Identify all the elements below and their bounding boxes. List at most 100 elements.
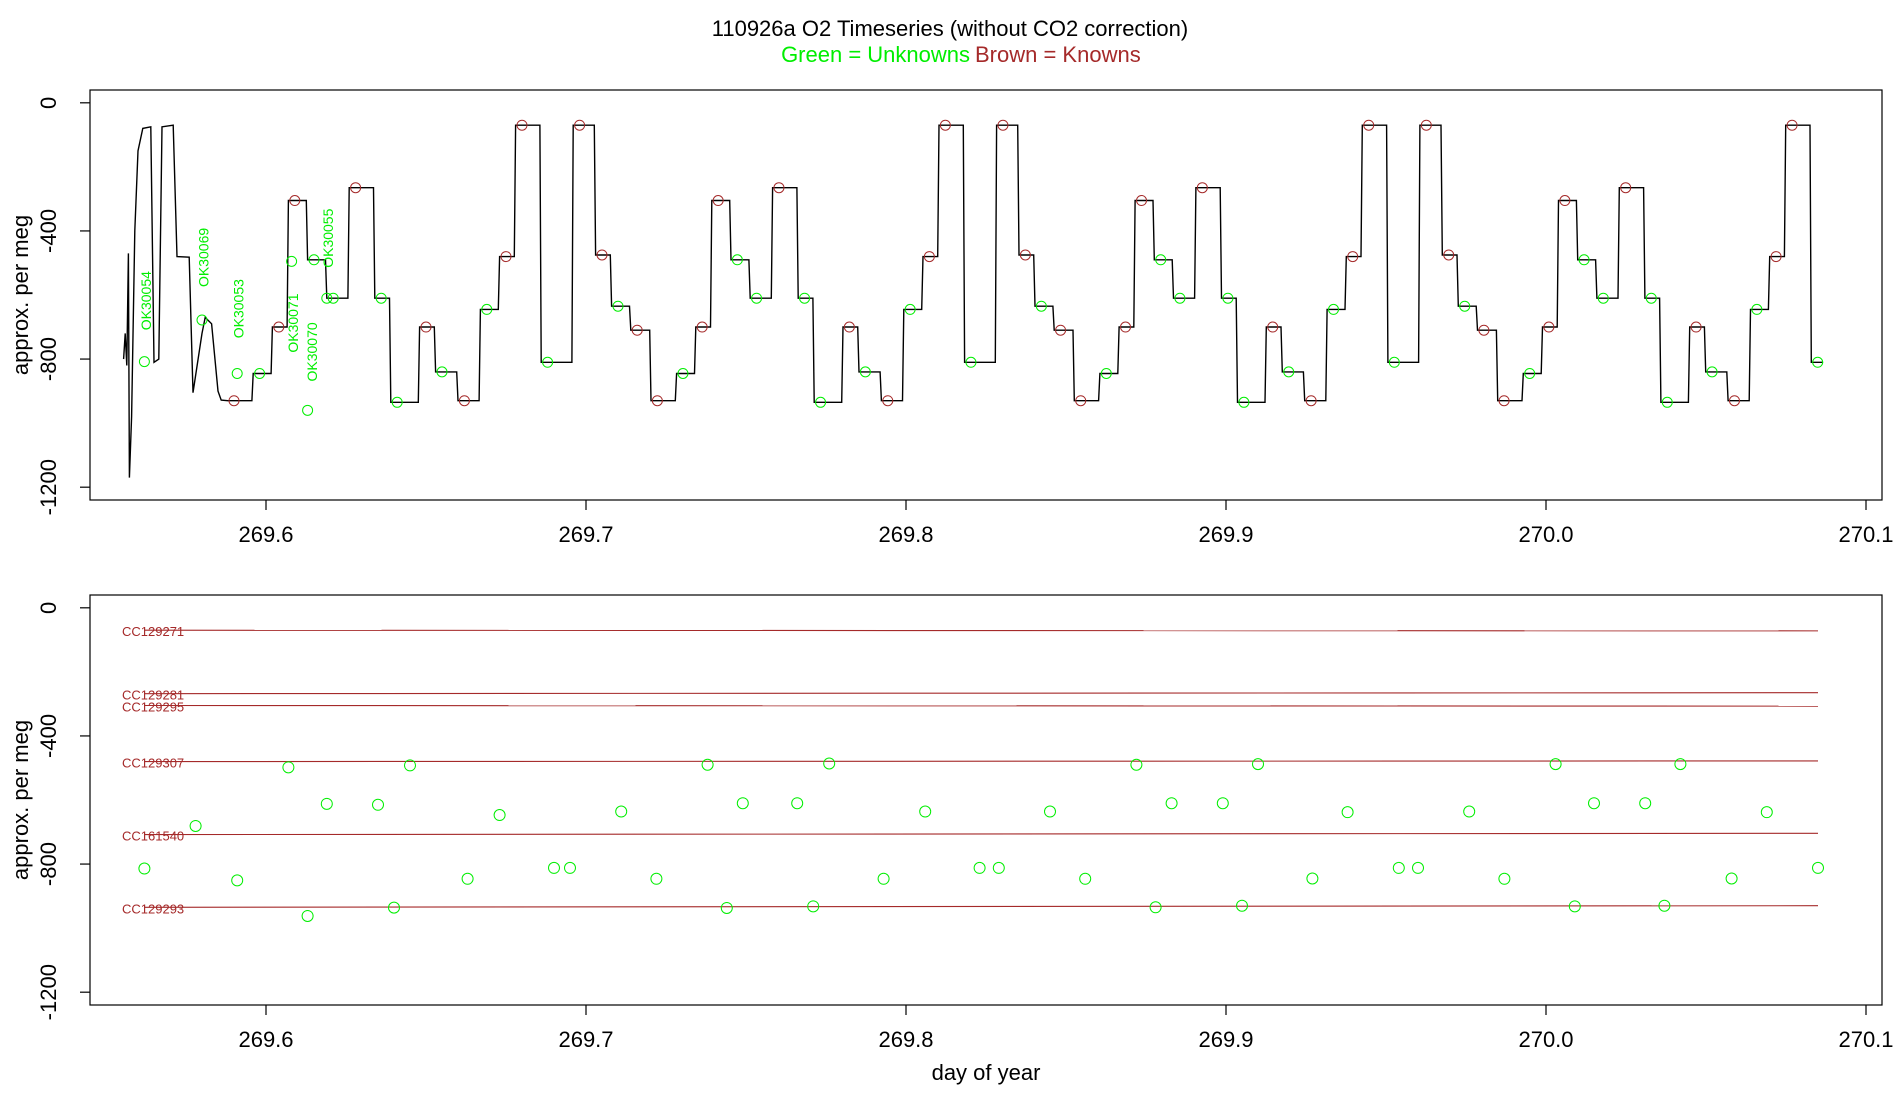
step-marker [1035,300,1047,312]
unknown-point [973,861,986,874]
step-marker [289,195,301,207]
x-tick-label: 269.8 [878,1027,933,1052]
step-marker [1267,321,1279,333]
x-tick-label: 270.1 [1838,522,1893,547]
step-marker [712,195,724,207]
step-marker [631,324,643,336]
step-marker [1120,321,1132,333]
x-tick-label: 269.7 [558,1027,613,1052]
step-marker [799,292,811,304]
plot-frame [89,89,1883,501]
step-marker [1388,356,1400,368]
unknown-point [1639,797,1652,810]
x-tick-label: 269.7 [558,522,613,547]
y-tick-label: -800 [36,337,61,381]
unknown-point [282,761,295,774]
step-marker [1174,292,1186,304]
step-marker [1075,395,1087,407]
step-marker [1196,182,1208,194]
step-marker [1155,254,1167,266]
unknown-point [301,909,314,922]
unknown-point [1568,900,1581,913]
reference-line [144,760,1819,763]
sample-marker [196,314,208,326]
step-marker [420,321,432,333]
step-marker [1597,292,1609,304]
reference-line [144,704,1819,707]
unknown-point [1588,797,1600,810]
step-marker [651,395,663,407]
step-marker [1136,195,1148,207]
unknown-point [461,872,474,885]
unknown-point [493,809,506,822]
step-marker [228,395,240,407]
unknown-point [823,757,836,770]
unknown-point [1392,861,1405,874]
unknown-point [388,901,400,914]
x-tick-label: 270.0 [1518,1027,1573,1052]
unknown-point [720,901,733,914]
step-marker [882,395,894,407]
step-marker [1690,321,1702,333]
step-marker [815,396,827,408]
y-tick-label: -1200 [36,459,61,515]
step-marker [481,303,493,315]
step-marker [516,119,528,131]
sample-label: OK30053 [231,279,247,338]
x-tick-label: 269.6 [238,522,293,547]
sample-label: OK30070 [304,322,320,381]
unknown-point [877,872,890,885]
step-marker [1751,303,1763,315]
step-marker [843,321,855,333]
sample-label: OK30055 [320,208,336,267]
unknown-point [736,797,749,810]
timeseries-line [122,124,1824,478]
unknown-point [404,759,416,772]
sample-marker [321,292,333,304]
reference-line [144,692,1819,695]
step-marker [1328,303,1340,315]
step-marker [458,395,470,407]
unknown-point [320,797,333,810]
sample-label: OK30069 [195,228,211,287]
x-tick-label: 269.8 [878,522,933,547]
step-marker [612,300,624,312]
step-marker [273,321,285,333]
unknown-point [1658,899,1671,912]
step-marker [1559,195,1571,207]
unknown-point [919,805,932,818]
unknown-point [1463,805,1476,818]
step-marker [1543,321,1555,333]
sample-marker [231,367,243,379]
step-marker [1578,254,1590,266]
step-marker [1019,249,1031,261]
legend-unknowns: Green = Unknowns [781,42,970,67]
step-marker [859,366,871,378]
x-tick-label: 269.9 [1198,1027,1253,1052]
step-marker [1443,249,1455,261]
step-marker [731,254,743,266]
unknown-point [1341,806,1354,819]
step-marker [939,119,951,131]
step-marker [677,367,689,379]
sample-marker [138,356,150,368]
unknown-point [1252,758,1264,771]
unknown-point [1149,901,1162,914]
y-tick-label: -800 [36,842,61,886]
chart-title: 110926a O2 Timeseries (without CO2 corre… [712,16,1188,41]
step-marker [1459,300,1471,312]
unknown-point [231,874,244,887]
step-marker [773,182,785,194]
legend-knowns: Brown = Knowns [975,42,1141,67]
step-marker [997,119,1009,131]
step-marker [1347,251,1359,263]
step-marker [1238,396,1250,408]
step-marker [1498,395,1510,407]
unknown-point [1130,758,1143,771]
step-marker [375,292,387,304]
unknown-point [807,900,820,913]
y-tick-label: -400 [36,209,61,253]
y-axis-label: approx. per meg [8,215,33,375]
step-marker [1420,119,1432,131]
